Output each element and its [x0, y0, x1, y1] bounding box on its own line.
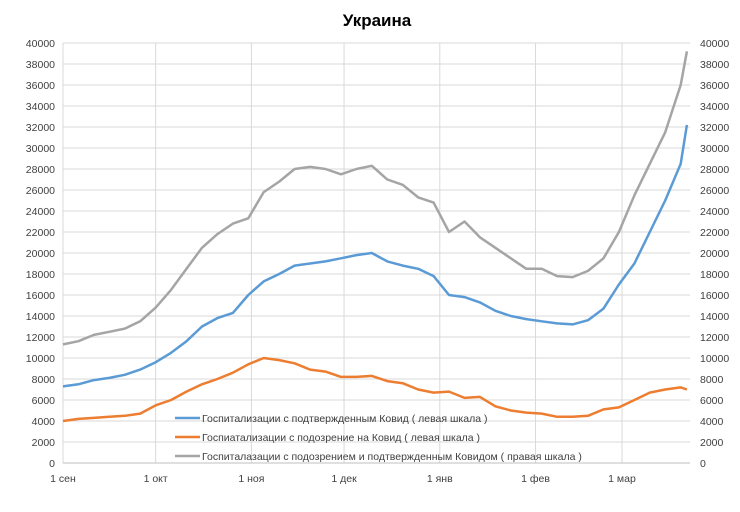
legend: Госпитализации с подтвержденным Ковид ( …	[175, 413, 582, 463]
y-right-tick-label: 36000	[700, 80, 729, 92]
x-tick-label: 1 фев	[521, 473, 550, 485]
y-right-tick-label: 32000	[700, 122, 729, 134]
y-left-tick-label: 0	[49, 458, 55, 470]
y-right-tick-label: 4000	[700, 416, 724, 428]
gridlines	[62, 42, 690, 464]
series-line-1	[62, 124, 689, 388]
legend-label-3: Госпиталазации с подозрением и подтвержд…	[202, 451, 582, 463]
series-lines	[62, 51, 689, 423]
series-line-3	[62, 51, 689, 346]
y-right-tick-label: 30000	[700, 143, 729, 155]
legend-label-2: Госпиатализации с подозрение на Ковид ( …	[202, 432, 480, 444]
y-right-tick-label: 12000	[700, 332, 729, 344]
y-left-tick-label: 6000	[32, 395, 56, 407]
x-tick-label: 1 ноя	[238, 473, 264, 485]
y-right-tick-label: 28000	[700, 164, 729, 176]
x-tick-label: 1 мар	[608, 473, 636, 485]
y-left-tick-label: 36000	[26, 80, 55, 92]
y-left-tick-label: 22000	[26, 227, 55, 239]
y-right-tick-label: 14000	[700, 311, 729, 323]
y-left-tick-label: 8000	[32, 374, 56, 386]
y-right-tick-label: 16000	[700, 290, 729, 302]
y-right-tick-label: 24000	[700, 206, 729, 218]
y-left-tick-label: 24000	[26, 206, 55, 218]
y-right-tick-label: 8000	[700, 374, 724, 386]
y-right-tick-label: 2000	[700, 437, 724, 449]
y-left-tick-label: 14000	[26, 311, 55, 323]
y-right-tick-label: 38000	[700, 59, 729, 71]
y-axis-right: 0 2000 4000 6000 8000 10000 12000 14000 16000 180…	[700, 38, 729, 470]
y-left-tick-label: 32000	[26, 122, 55, 134]
y-right-tick-label: 40000	[700, 38, 729, 50]
legend-label-1: Госпитализации с подтвержденным Ковид ( …	[202, 413, 487, 425]
y-left-tick-label: 38000	[26, 59, 55, 71]
x-tick-label: 1 янв	[427, 473, 453, 485]
y-right-tick-label: 18000	[700, 269, 729, 281]
y-right-tick-label: 0	[700, 458, 706, 470]
x-axis: 1 сен 1 окт 1 ноя 1 дек 1 янв 1 фев 1 мар	[50, 462, 690, 485]
y-left-tick-label: 10000	[26, 353, 55, 365]
y-left-tick-label: 40000	[26, 38, 55, 50]
x-tick-label: 1 дек	[331, 473, 357, 485]
y-left-tick-label: 28000	[26, 164, 55, 176]
y-right-tick-label: 10000	[700, 353, 729, 365]
y-right-tick-label: 26000	[700, 185, 729, 197]
x-tick-label: 1 окт	[144, 473, 168, 485]
y-left-tick-label: 30000	[26, 143, 55, 155]
y-left-tick-label: 20000	[26, 248, 55, 260]
y-left-tick-label: 18000	[26, 269, 55, 281]
y-right-tick-label: 20000	[700, 248, 729, 260]
y-left-tick-label: 34000	[26, 101, 55, 113]
y-left-tick-label: 12000	[26, 332, 55, 344]
series-line-2	[62, 356, 688, 423]
y-left-tick-label: 16000	[26, 290, 55, 302]
y-right-tick-label: 22000	[700, 227, 729, 239]
y-right-tick-label: 6000	[700, 395, 724, 407]
x-tick-label: 1 сен	[50, 473, 76, 485]
y-left-tick-label: 4000	[32, 416, 56, 428]
chart-title: Украина	[343, 11, 412, 30]
y-left-tick-label: 2000	[32, 437, 56, 449]
y-axis-left: 0 2000 4000 6000 8000 10000 12000 14000 16000 180…	[26, 38, 55, 470]
y-right-tick-label: 34000	[700, 101, 729, 113]
y-left-tick-label: 26000	[26, 185, 55, 197]
